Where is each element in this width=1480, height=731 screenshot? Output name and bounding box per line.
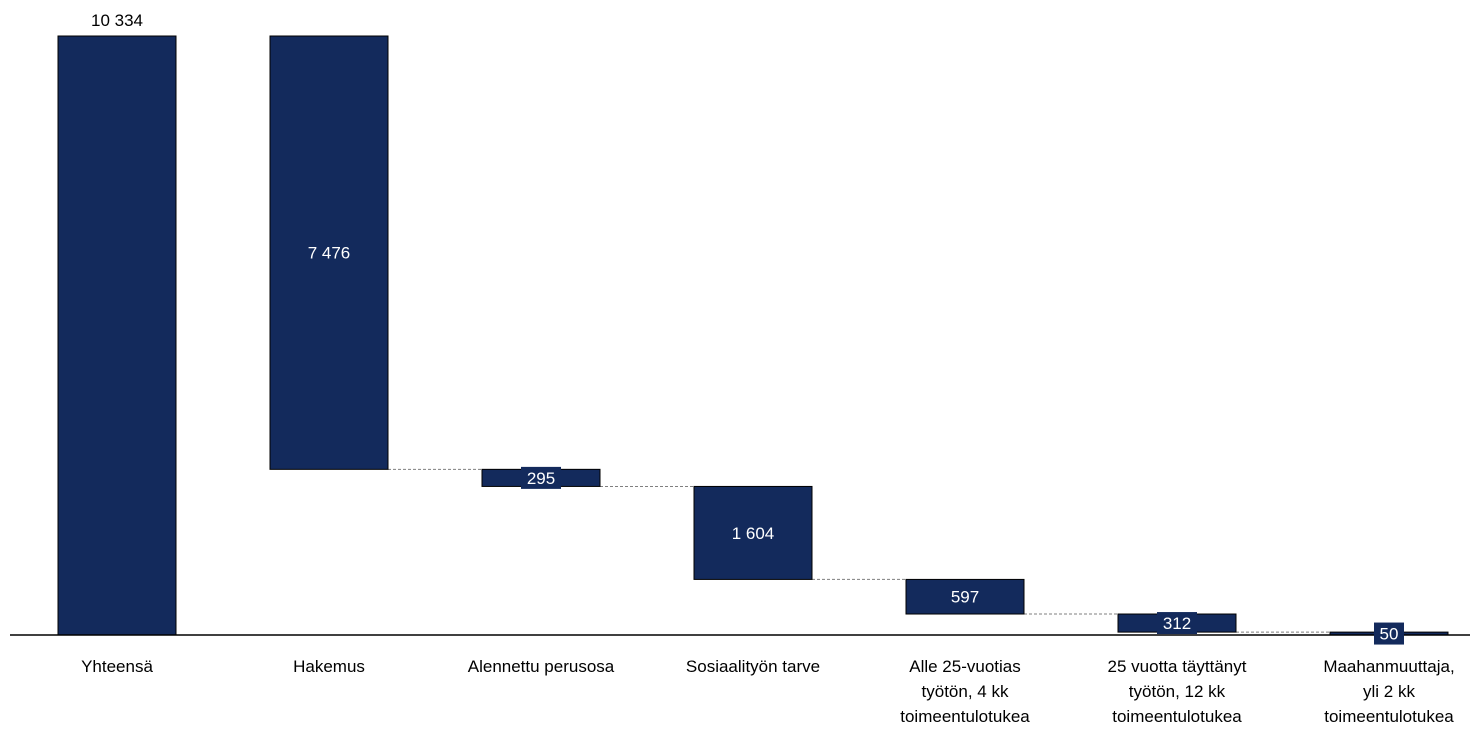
value-label: 50 — [1380, 625, 1399, 644]
category-label: 25 vuotta täyttänyt työtön, 12 kk toimeent… — [1108, 657, 1247, 726]
category-label: Alennettu perusosa — [468, 657, 615, 676]
category-label: Alle 25-vuotias työtön, 4 kk toimeentulotu… — [900, 657, 1030, 726]
waterfall-bar — [693, 485, 813, 580]
category-label: Maahanmuuttaja, yli 2 kk toimeentulotukea — [1323, 657, 1454, 726]
value-label-background — [1374, 622, 1404, 645]
waterfall-bar — [269, 35, 389, 470]
bars — [57, 35, 1449, 636]
value-label: 1 604 — [732, 524, 775, 543]
value-label: 7 476 — [308, 244, 351, 263]
value-label: 10 334 — [91, 11, 143, 30]
value-labels: 10 334 7 476 295 1 604 597 312 50 — [91, 11, 1404, 645]
category-label: Yhteensä — [81, 657, 153, 676]
category-label: Sosiaalityön tarve — [686, 657, 820, 676]
value-label: 312 — [1163, 614, 1191, 633]
category-labels: Yhteensä Hakemus Alennettu perusosa Sosiaal… — [81, 657, 1455, 726]
category-label: Hakemus — [293, 657, 365, 676]
value-label-background — [521, 466, 561, 489]
waterfall-bar — [905, 578, 1025, 615]
value-label-background — [1157, 612, 1197, 635]
waterfall-bar — [57, 35, 177, 636]
value-label: 295 — [527, 469, 555, 488]
value-label: 597 — [951, 588, 979, 607]
